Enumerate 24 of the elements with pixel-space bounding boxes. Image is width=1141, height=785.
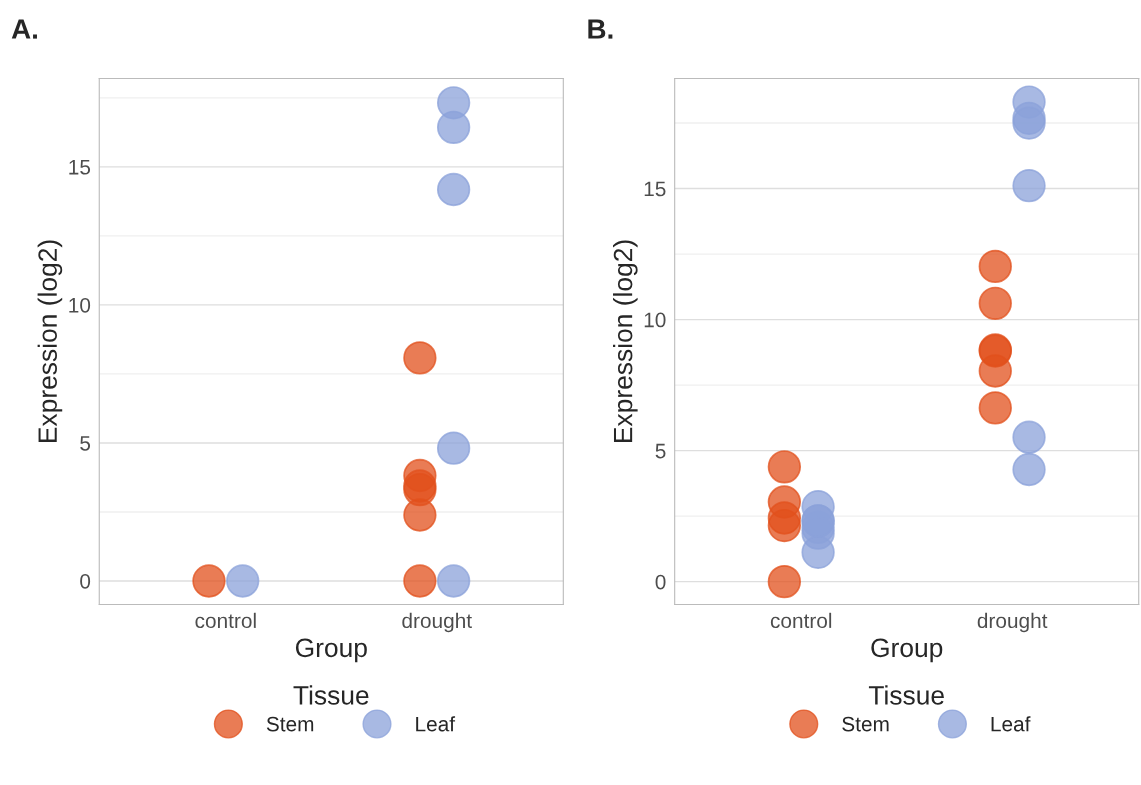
y-tick-label: 0 (655, 574, 666, 590)
legend-title: Tissue (293, 685, 369, 705)
x-tick-label: drought (977, 612, 1048, 633)
y-tick-label: 15 (644, 181, 666, 197)
legend-label: Stem (842, 716, 889, 732)
y-tick-label: 15 (69, 160, 91, 175)
y-tick-label: 5 (655, 443, 666, 459)
x-axis-title: Group (295, 638, 367, 663)
chart-title: B. (588, 19, 613, 39)
legend-label: Stem (266, 716, 314, 732)
y-axis-title: Expression (log2) (613, 240, 638, 442)
y-axis-title: Expression (log2) (37, 240, 63, 442)
y-tick-label: 10 (69, 297, 91, 313)
x-tick-label: control (195, 612, 256, 629)
chart-title: A. (11, 19, 37, 39)
y-tick-label: 5 (80, 436, 91, 451)
x-tick-label: drought (402, 612, 472, 633)
x-tick-label: control (770, 612, 832, 629)
legend-label: Leaf (416, 716, 456, 732)
x-axis-title: Group (871, 638, 943, 663)
y-tick-label: 0 (80, 573, 91, 589)
legend-title: Tissue (868, 685, 944, 705)
y-tick-label: 10 (644, 312, 666, 328)
legend-label: Leaf (991, 716, 1031, 732)
